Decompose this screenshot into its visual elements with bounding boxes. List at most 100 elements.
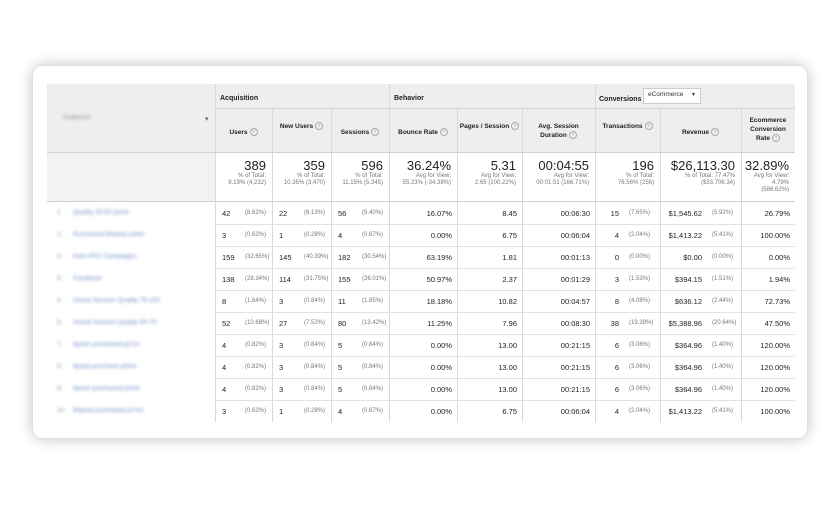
total-detail: 00:01:51 (166.71%) [536,180,589,186]
col-avg-session-duration-header[interactable]: Avg. Session Duration? [524,122,593,140]
col-revenue-value: $1,413.22 [668,407,702,416]
col-revenue-percent: (0.00%) [712,254,734,260]
col-bounce-rate-header[interactable]: Bounce Rate? [391,128,455,137]
row-index: 4. [57,275,63,282]
col-users-header[interactable]: Users? [217,128,270,137]
help-icon[interactable]: ? [772,134,781,143]
row-audience-link[interactable]: 6pack purchase p4Ad [73,363,136,370]
col-users-percent: (0.82%) [245,364,267,370]
row-index: 6. [57,319,63,326]
help-icon[interactable]: ? [511,122,520,131]
col-conversion-rate-value: 120.00% [760,363,790,372]
col-new-users-percent: (0.84%) [304,364,326,370]
col-pages-per-session-value: 7.96 [502,319,517,328]
col-new-users-value: 22 [279,209,288,218]
col-users-percent: (0.82%) [245,342,267,348]
column-divider [741,108,742,422]
col-revenue-percent: (20.64%) [712,320,737,326]
help-icon[interactable]: ? [315,122,324,131]
col-avg-session-duration-value: 00:04:57 [560,297,590,306]
help-icon[interactable]: ? [371,128,380,137]
audience-header[interactable]: Audience [63,114,91,121]
col-avg-session-duration-value: 00:06:30 [560,209,590,218]
row-audience-link[interactable]: Purchased 60pack p3Ad [73,231,144,238]
row-index: 7. [57,341,63,348]
help-icon[interactable]: ? [644,122,653,131]
conversions-select[interactable]: eCommerce ▾ [643,88,701,104]
help-icon[interactable]: ? [568,131,577,140]
col-transactions-value: 38 [610,319,619,328]
col-sessions-percent: (0.84%) [362,386,384,392]
col-transactions-value: 3 [614,275,619,284]
col-revenue-percent: (2.44%) [712,298,734,304]
col-sessions-percent: (9.40%) [362,210,384,216]
col-conversion-rate-value: 100.00% [760,407,790,416]
col-pages-per-session-value: 10.82 [498,297,517,306]
col-bounce-rate-value: 16.07% [426,209,452,218]
col-users-value: 42 [222,209,231,218]
row-index: 10. [57,407,67,414]
help-icon[interactable]: ? [439,128,448,137]
col-revenue-value: $0.00 [683,253,702,262]
col-conversion-rate-value: 47.50% [764,319,790,328]
column-label: Revenue [681,129,710,136]
col-new-users-value: 3 [279,385,284,394]
report-card: Audience ▾ Acquisition Behavior Conversi… [33,66,807,438]
row-index: 2. [57,231,63,238]
col-new-users-value: 145 [279,253,292,262]
totals-label-cell [47,152,215,202]
total-detail: 76.56% (256) [617,180,654,186]
col-new-users-percent: (6.13%) [304,210,326,216]
analytics-table: Audience ▾ Acquisition Behavior Conversi… [47,84,795,422]
row-audience-link[interactable]: Actual Session Quality 75-100 [73,297,161,304]
row-audience-link[interactable]: Actual Session Quality 50-75 [73,319,157,326]
col-avg-session-duration-value: 00:21:15 [560,363,590,372]
col-users-percent: (28.34%) [245,276,270,282]
col-new-users-value: 3 [279,363,284,372]
row-audience-link[interactable]: 6pack purchased p27d [73,341,139,348]
col-revenue-percent: (1.40%) [712,386,734,392]
col-transactions-percent: (3.06%) [629,386,651,392]
col-pages-per-session-header[interactable]: Pages / Session? [459,122,520,131]
row-audience-link[interactable]: Quality 25-50 p3Ad [73,209,129,216]
row-audience-link[interactable]: 6pack purchased p4Ad [73,385,140,392]
row-audience-link[interactable]: 60pack purchased p7Ad [73,407,144,414]
col-new-users-header[interactable]: New Users? [274,122,329,131]
column-divider [522,108,523,422]
col-users-value: 4 [222,385,227,394]
row-divider [215,246,795,247]
col-sessions-percent: (0.84%) [362,342,384,348]
col-pages-per-session-value: 8.45 [502,209,517,218]
col-revenue-percent: (5.92%) [712,210,734,216]
row-audience-link[interactable]: Facebook [73,275,102,282]
col-revenue-value: $636.12 [674,297,702,306]
col-sessions-value: 155 [338,275,351,284]
help-icon[interactable]: ? [249,128,258,137]
sort-arrow-icon[interactable]: ▾ [205,116,209,123]
col-revenue-value: $1,413.22 [668,231,702,240]
col-new-users-percent: (40.39%) [304,254,329,260]
total-value: 32.89% [744,158,789,173]
help-icon[interactable]: ? [711,128,720,137]
group-behavior: Behavior [394,95,424,102]
total-detail: 10.35% (3,470) [283,180,325,186]
total-detail: 2.65 (100.22%) [474,180,516,186]
col-sessions-value: 11 [338,297,346,306]
col-users-percent: (0.62%) [245,232,267,238]
col-transactions-header[interactable]: Transactions? [597,122,658,131]
col-sessions-header[interactable]: Sessions? [333,128,387,137]
col-pages-per-session-value: 2.37 [502,275,517,284]
col-revenue-header[interactable]: Revenue? [662,128,739,137]
col-sessions-value: 80 [338,319,347,328]
col-conversion-rate-value: 26.79% [764,209,790,218]
row-divider [215,224,795,225]
col-conversion-rate-value: 120.00% [760,341,790,350]
row-audience-link[interactable]: Keto PPC Campaigns [73,253,137,260]
total-caption: Avg for View: [415,173,451,179]
total-value: 359 [303,158,325,173]
col-avg-session-duration-value: 00:08:30 [560,319,590,328]
col-bounce-rate-value: 0.00% [430,231,452,240]
col-conversion-rate-header[interactable]: Ecommerce Conversion Rate? [743,116,793,143]
col-users-value: 4 [222,363,227,372]
col-bounce-rate-value: 11.25% [427,319,452,328]
